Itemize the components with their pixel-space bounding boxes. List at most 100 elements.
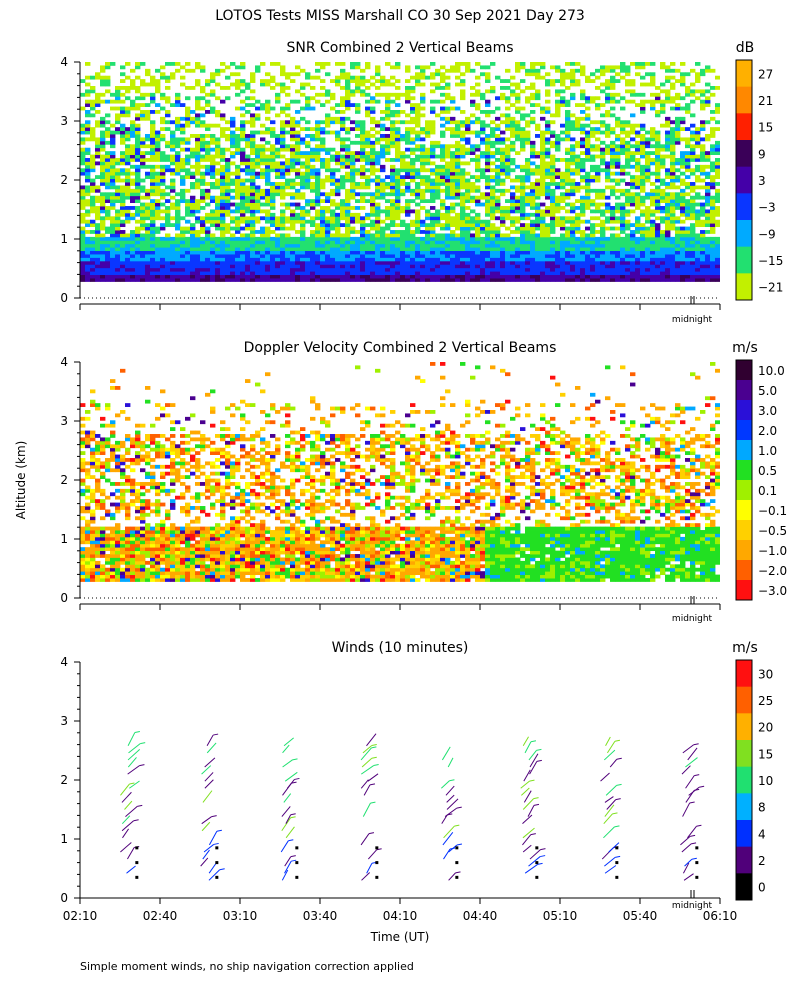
snr-cell [310,254,316,258]
snr-cell [325,223,331,228]
snr-cell [355,82,361,87]
snr-cell [175,267,181,272]
snr-cell [615,267,621,272]
snr-cell [505,144,511,149]
snr-cell [210,223,216,228]
snr-cell [595,236,601,241]
snr-cell [640,151,646,155]
snr-cell [345,75,351,80]
snr-cell [345,212,351,217]
snr-cell [285,106,291,111]
snr-cell [625,72,631,77]
snr-cell [210,271,216,276]
snr-cell [530,202,536,207]
snr-cell [155,192,161,197]
snr-cell [205,123,211,128]
snr-cell [100,140,106,145]
snr-cell [390,271,396,276]
snr-cell [255,236,261,241]
snr-cell [460,226,466,231]
snr-cell [560,250,566,255]
snr-cell [175,216,181,221]
snr-cell [165,254,171,258]
snr-cell [240,195,246,200]
snr-cell [345,188,351,193]
snr-cell [250,260,256,265]
snr-cell [365,86,371,90]
snr-cell [425,274,431,279]
snr-cell [420,188,426,193]
snr-cell [175,164,181,169]
snr-cell [425,130,431,135]
snr-cell [605,123,611,128]
snr-cell [350,219,356,224]
snr-cell [480,219,486,224]
snr-cell [360,158,366,162]
snr-cell [210,154,216,159]
snr-cell [280,82,286,87]
snr-cell [605,92,611,97]
snr-cell [240,199,246,204]
snr-cell [260,171,266,176]
snr-cell [505,264,511,269]
snr-cell [565,202,571,207]
snr-cell [430,278,436,282]
snr-cell [625,68,631,73]
snr-cell [415,72,421,77]
snr-cell [480,72,486,77]
snr-cell [460,230,466,234]
snr-cell [225,223,231,228]
snr-cell [385,140,391,145]
snr-cell [120,86,126,90]
snr-cell [500,250,506,255]
snr-cell [145,175,151,179]
snr-cell [150,240,156,245]
snr-cell [370,223,376,228]
snr-cell [180,216,186,221]
snr-cell [300,106,306,111]
snr-cell [315,226,321,231]
snr-cell [520,182,526,186]
snr-cell [375,137,381,142]
snr-cell [345,116,351,121]
snr-cell [390,254,396,258]
snr-cell [250,254,256,258]
snr-cell [510,236,516,241]
snr-cell [445,144,451,149]
snr-cell [260,106,266,111]
snr-cell [265,219,271,224]
snr-cell [205,168,211,173]
snr-cell [530,257,536,262]
snr-cell [155,216,161,221]
snr-cell [240,120,246,125]
snr-cell [120,257,126,262]
snr-cell [350,271,356,276]
snr-cell [265,158,271,162]
snr-cell [425,147,431,152]
snr-cell [215,171,221,176]
snr-cell [220,226,226,231]
snr-panel-title: SNR Combined 2 Vertical Beams [286,40,513,56]
snr-cell [255,264,261,269]
snr-cell [170,195,176,200]
snr-cell [210,216,216,221]
snr-cell [400,161,406,166]
snr-cell [545,264,551,269]
snr-cell [445,267,451,272]
snr-cell [300,151,306,155]
snr-cell [335,120,341,125]
snr-cell [270,223,276,228]
snr-cell [445,127,451,131]
snr-cell [460,120,466,125]
snr-cell [105,226,111,231]
snr-cell [580,267,586,272]
snr-cell [110,175,116,179]
snr-cell [480,140,486,145]
snr-cell [325,209,331,214]
snr-cell [565,99,571,104]
snr-cell [445,206,451,210]
snr-cell [535,127,541,131]
snr-cell [425,260,431,265]
snr-cell [245,264,251,269]
snr-cell [140,267,146,272]
